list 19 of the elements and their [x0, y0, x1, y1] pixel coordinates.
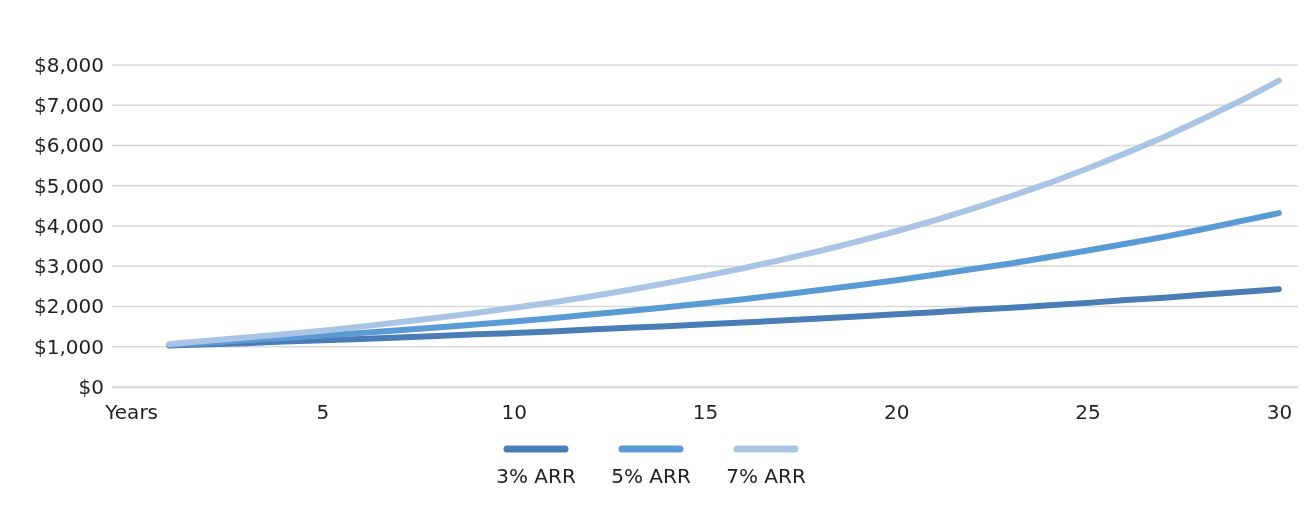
legend-label: 5% ARR — [611, 464, 691, 488]
y-tick-label: $1,000 — [34, 334, 104, 359]
y-tick-label: $7,000 — [34, 93, 104, 118]
x-tick-label: 5 — [316, 400, 330, 425]
legend-label: 7% ARR — [726, 464, 806, 488]
y-tick-label: $3,000 — [34, 254, 104, 279]
legend-label: 3% ARR — [496, 464, 576, 488]
x-tick-label: 15 — [692, 400, 719, 425]
y-tick-label: $6,000 — [34, 133, 104, 158]
y-tick-label: $5,000 — [34, 173, 104, 198]
x-tick-label: 30 — [1266, 400, 1293, 425]
y-tick-label: $0 — [78, 374, 104, 399]
y-tick-label: $8,000 — [34, 52, 104, 77]
x-tick-label: Years — [104, 400, 159, 425]
x-tick-label: 10 — [501, 400, 527, 425]
y-tick-label: $4,000 — [34, 213, 104, 238]
x-tick-label: 20 — [884, 400, 910, 425]
y-tick-label: $2,000 — [34, 294, 104, 319]
x-tick-label: 25 — [1075, 400, 1101, 425]
